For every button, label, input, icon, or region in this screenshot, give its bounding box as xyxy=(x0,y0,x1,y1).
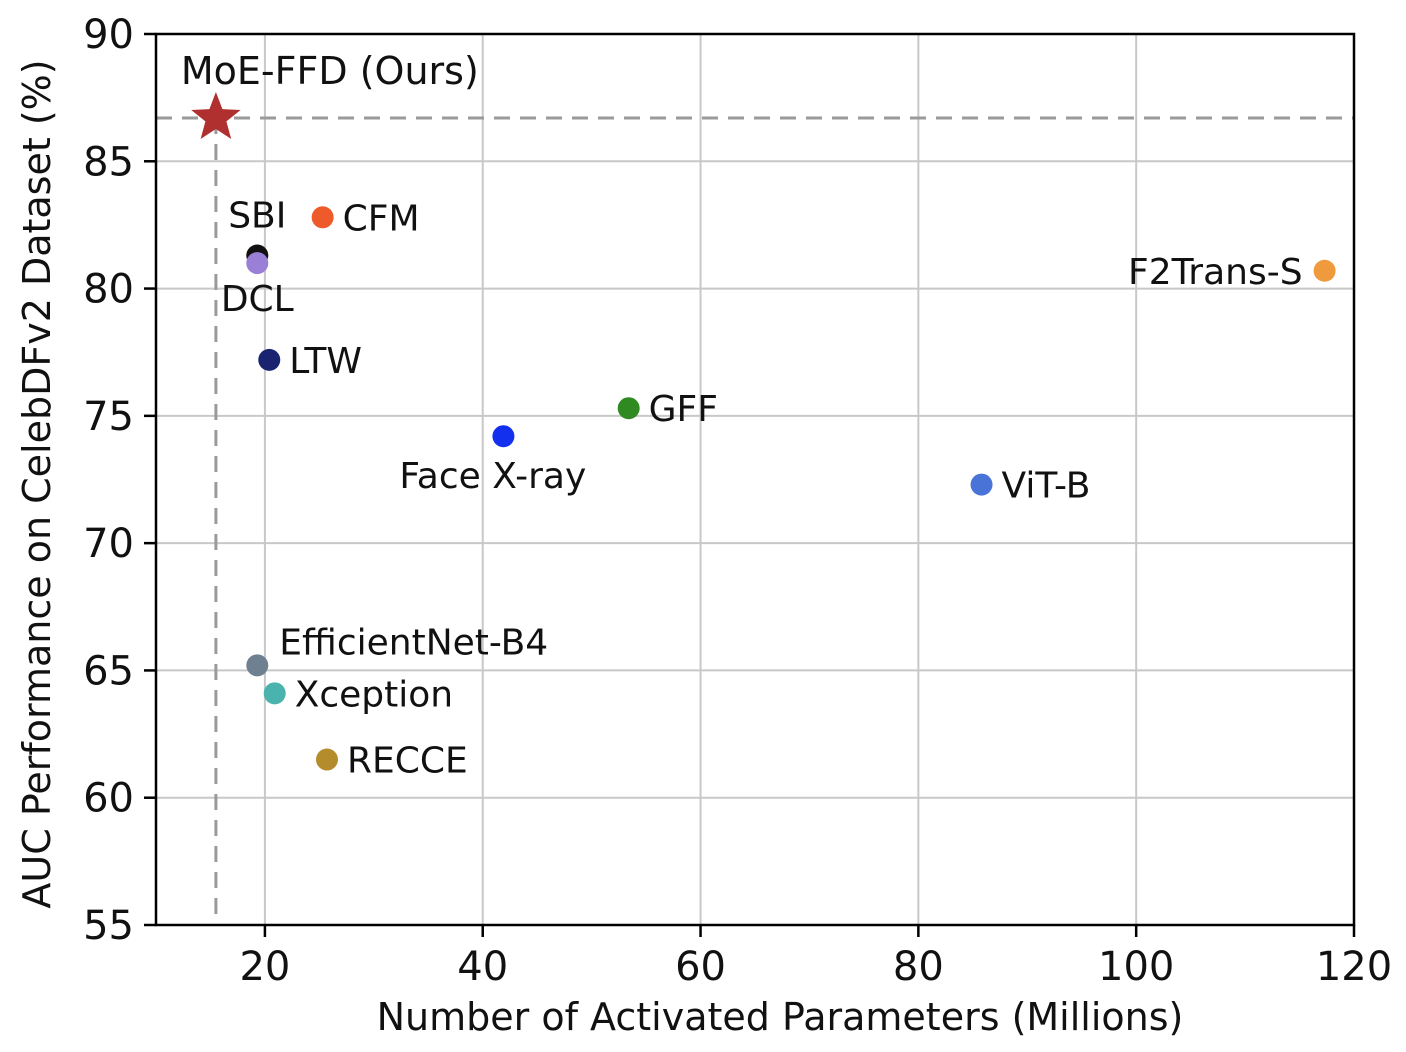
x-tick-label-120: 120 xyxy=(1316,944,1392,990)
x-tick-label-60: 60 xyxy=(675,944,726,990)
point-ltw xyxy=(258,348,281,371)
point-recce xyxy=(315,748,338,771)
x-tick-label-20: 20 xyxy=(239,944,290,990)
highlight-star-marker xyxy=(191,92,241,139)
axis-ticks: 20 40 60 80 100 120 55 60 65 70 75 80 85 90 xyxy=(83,12,1392,990)
highlight-label-moe-ffd-ours: MoE-FFD (Ours) xyxy=(181,49,479,93)
point-label-recce: RECCE xyxy=(347,741,468,782)
reference-lines xyxy=(156,116,1354,925)
y-tick-label-55: 55 xyxy=(83,903,134,949)
point-face-x-ray xyxy=(492,425,515,448)
point-label-xception: Xception xyxy=(295,674,453,715)
point-f2trans-s xyxy=(1313,259,1336,282)
point-vit-b xyxy=(970,473,993,496)
point-label-face-x-ray: Face X-ray xyxy=(399,456,586,497)
plot-area-frame xyxy=(154,32,1356,927)
x-axis-label: Number of Activated Parameters (Millions… xyxy=(377,995,1184,1039)
point-cfm xyxy=(311,206,334,229)
point-labels: SBI CFM DCL LTW GFF Face X-ray ViT-B F2Trans-S E… xyxy=(181,49,1303,782)
y-tick-label-90: 90 xyxy=(83,12,134,58)
point-label-vit-b: ViT-B xyxy=(1002,466,1091,507)
point-label-sbi: SBI xyxy=(228,195,286,236)
gridlines xyxy=(156,33,1355,926)
y-axis-label: AUC Performance on CelebDFv2 Dataset (%) xyxy=(15,59,59,908)
point-label-efficientnet-b4: EfficientNet-B4 xyxy=(279,622,548,663)
point-label-gff: GFF xyxy=(649,389,718,430)
y-tick-label-70: 70 xyxy=(83,521,134,567)
y-tick-label-75: 75 xyxy=(83,394,134,440)
point-dcl xyxy=(246,252,269,275)
y-tick-label-65: 65 xyxy=(83,648,134,694)
data-points xyxy=(191,92,1336,771)
point-gff xyxy=(617,397,640,420)
y-tick-label-60: 60 xyxy=(83,776,134,822)
point-label-cfm: CFM xyxy=(343,198,420,239)
y-tick-label-85: 85 xyxy=(83,139,134,185)
point-label-f2trans-s: F2Trans-S xyxy=(1128,252,1303,293)
point-label-ltw: LTW xyxy=(289,341,362,382)
x-tick-label-100: 100 xyxy=(1098,944,1174,990)
point-efficientnet-b4 xyxy=(246,654,269,677)
x-tick-label-80: 80 xyxy=(893,944,944,990)
point-label-dcl: DCL xyxy=(221,279,294,320)
point-xception xyxy=(263,682,286,705)
x-tick-label-40: 40 xyxy=(457,944,508,990)
y-tick-label-80: 80 xyxy=(83,267,134,313)
